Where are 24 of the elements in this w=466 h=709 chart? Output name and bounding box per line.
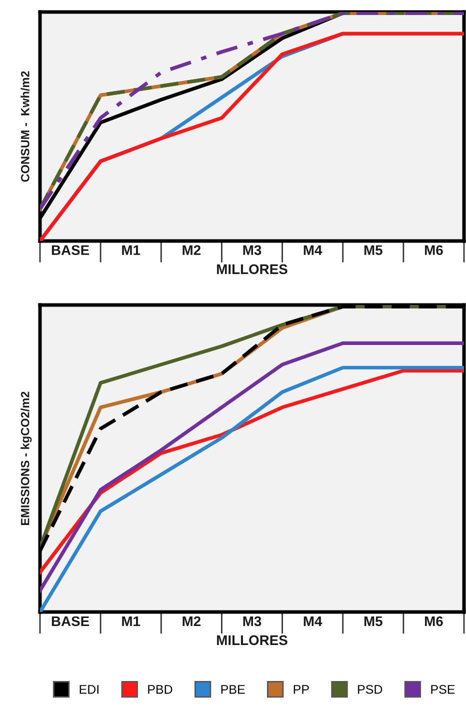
text: M1 [122, 616, 140, 626]
text: M6 [424, 616, 443, 626]
text: M2 [182, 616, 201, 626]
y-axis-title: CONSUM - Kwh/m2 [20, 71, 30, 182]
text: M3 [243, 245, 262, 256]
text: M4 [304, 616, 322, 626]
legend-label: EDI [80, 685, 98, 694]
legend-label: PSD [358, 684, 382, 694]
legend-label: PP [294, 685, 309, 694]
text: M3 [243, 616, 262, 626]
text: M4 [304, 245, 322, 255]
text: BASE [52, 616, 90, 626]
text: M1 [122, 245, 140, 255]
legend-label: PSE [431, 684, 455, 694]
legend-label: PBE [221, 685, 245, 694]
text: M5 [364, 616, 382, 626]
text: M6 [424, 245, 443, 256]
text: BASE [52, 245, 90, 256]
text: M2 [182, 245, 201, 255]
y-axis-title: EMISSIONS - kgCO2/m2 [20, 392, 32, 525]
x-axis-title: MILLORES [217, 264, 288, 274]
text: M5 [364, 245, 382, 256]
legend-label: PBD [148, 685, 172, 694]
x-axis-title: MILLORES [217, 635, 288, 646]
